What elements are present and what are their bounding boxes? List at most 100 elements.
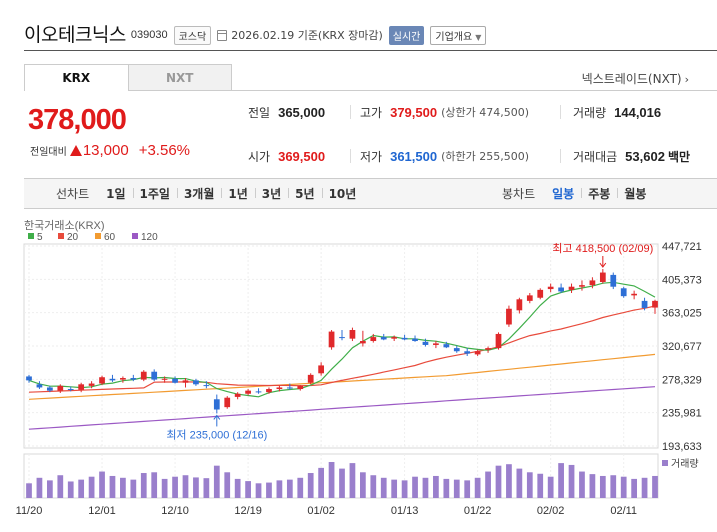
volume-bar: [433, 475, 439, 498]
volume-bar: [318, 467, 325, 498]
tab-nxt[interactable]: NXT: [128, 64, 232, 91]
x-tick-label: 12/19: [234, 505, 262, 517]
current-price: 378,000: [28, 104, 127, 136]
stat-value: 53,602: [625, 148, 665, 164]
candle-body: [412, 338, 418, 342]
candle-body: [620, 288, 627, 297]
volume-bar: [193, 477, 199, 498]
period-3y[interactable]: 3년: [254, 185, 288, 202]
volume-bar: [88, 476, 95, 498]
candle-body: [46, 387, 53, 391]
volume-bar: [224, 472, 231, 498]
period-1w[interactable]: 1주일: [132, 185, 177, 202]
volume-bar: [255, 483, 262, 498]
stock-header: 이오테크닉스 039030 코스닥 2026.02.19 기준(KRX 장마감)…: [24, 18, 487, 48]
candle-body: [172, 378, 178, 383]
change-value: 13,000: [82, 142, 129, 159]
x-tick-label: 12/01: [88, 505, 116, 517]
candle-body: [391, 337, 398, 339]
candle-body: [213, 399, 220, 410]
candle-body: [339, 337, 345, 339]
stock-code: 039030: [130, 29, 168, 41]
stat-prev-close: 전일 365,000: [248, 102, 325, 122]
price-change: 전일대비 13,000 +3.56%: [30, 142, 190, 159]
candle-body: [526, 295, 533, 301]
period-3m[interactable]: 3개월: [176, 185, 221, 202]
volume-bar: [339, 468, 345, 498]
candle-body: [26, 376, 32, 381]
stat-low: 저가 361,500 (하한가 255,500): [360, 146, 529, 166]
ma-line-20: [28, 305, 656, 393]
candle-body: [307, 374, 314, 383]
period-1d[interactable]: 1일: [106, 187, 126, 201]
candle-monthly[interactable]: 월봉: [617, 185, 653, 202]
candle-body: [599, 272, 606, 282]
quote-date: 2026.02.19 기준(KRX 장마감): [231, 29, 383, 42]
nxt-link[interactable]: 넥스트레이드(NXT) ›: [581, 72, 689, 86]
candle-body: [120, 378, 126, 380]
volume-bar: [453, 479, 460, 498]
candle-body: [88, 383, 95, 386]
candle-body: [276, 387, 283, 390]
header-divider: [24, 50, 717, 51]
candle-body: [558, 287, 564, 292]
volume-bar: [78, 479, 85, 498]
volume-bar: [537, 473, 544, 498]
volume-bar: [370, 475, 377, 498]
high-annotation: 최고 418,500 (02/09): [552, 242, 653, 255]
candle-daily[interactable]: 일봉: [552, 187, 575, 201]
candle-chart-label: 봉차트: [502, 187, 536, 201]
candle-body: [109, 378, 116, 381]
stat-value: 365,000: [278, 104, 326, 120]
volume-bar: [506, 464, 512, 498]
stat-label: 거래량: [573, 105, 607, 120]
x-tick-label: 11/20: [16, 505, 43, 517]
candle-body: [224, 397, 231, 408]
realtime-button[interactable]: 실시간: [388, 25, 425, 45]
volume-bar: [526, 472, 533, 498]
caret-down-icon: ▼: [475, 32, 482, 42]
candle-weekly[interactable]: 주봉: [581, 185, 617, 202]
candle-body: [495, 333, 502, 349]
line-chart-label: 선차트: [56, 187, 90, 201]
stat-divider: [350, 105, 351, 119]
volume-legend-swatch: [662, 460, 668, 466]
candle-body: [537, 289, 544, 298]
volume-bar: [67, 481, 74, 498]
candle-body: [140, 371, 147, 380]
price-chart[interactable]: 한국거래소(KRX)5 20 60 120 447,721 405,373 363,025 3…: [0, 214, 717, 532]
candle-body: [151, 371, 158, 380]
period-1y[interactable]: 1년: [221, 185, 254, 202]
candle-body: [203, 385, 210, 387]
volume-bar: [130, 479, 137, 498]
volume-bar: [485, 471, 491, 498]
volume-bar: [610, 475, 617, 498]
candle-body: [370, 337, 377, 342]
candle-body: [652, 300, 658, 308]
stat-value: 379,500: [390, 104, 438, 120]
volume-bar: [412, 476, 418, 498]
stat-divider: [560, 105, 561, 119]
stat-label: 고가: [360, 105, 383, 120]
x-tick-label: 02/11: [610, 505, 637, 517]
legend-label: 120: [141, 232, 158, 243]
candle-body: [245, 390, 251, 394]
candle-body: [579, 285, 585, 287]
candle-body: [359, 341, 366, 344]
stat-label: 전일: [248, 105, 271, 120]
candle-body: [641, 300, 648, 308]
volume-bar: [276, 480, 283, 498]
stat-amount: 거래대금 53,602 백만: [573, 146, 690, 166]
tab-krx[interactable]: KRX: [24, 64, 129, 91]
candle-body: [234, 393, 241, 397]
triangle-up-icon: [69, 145, 82, 156]
volume-bar: [474, 477, 481, 498]
company-overview-button[interactable]: 기업개요 ▼: [430, 25, 487, 45]
volume-bar: [245, 481, 251, 498]
volume-bar: [464, 480, 471, 498]
period-10y[interactable]: 10년: [321, 185, 364, 202]
candle-body: [57, 385, 64, 391]
period-5y[interactable]: 5년: [288, 185, 321, 202]
volume-bar: [297, 477, 304, 498]
y-tick-label: 405,373: [662, 274, 702, 286]
